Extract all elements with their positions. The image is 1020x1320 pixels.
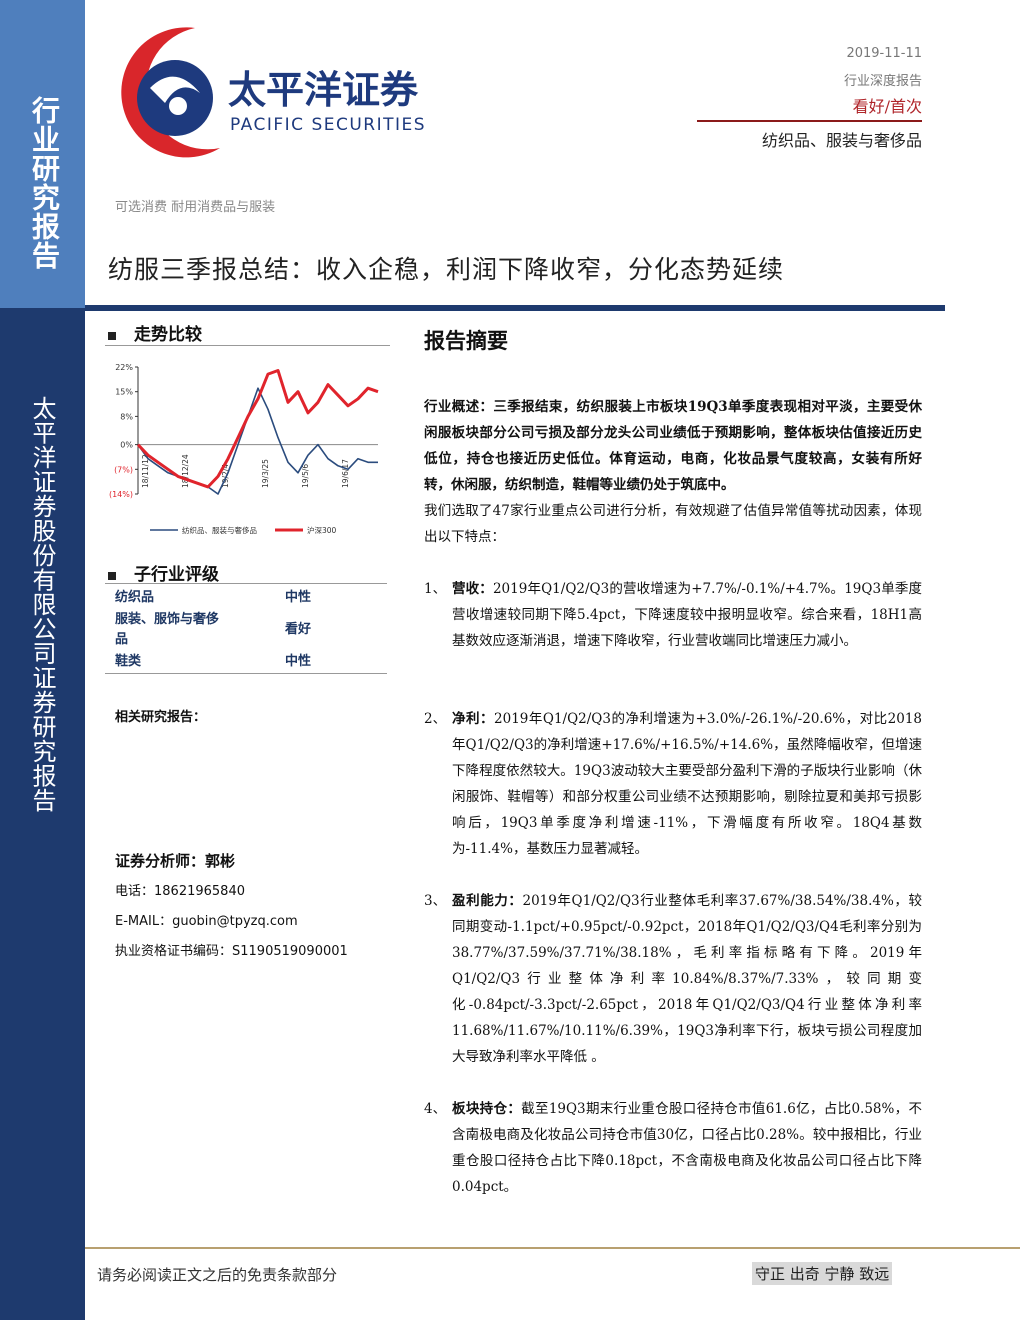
overview: 行业概述：三季报结束，纺织服装上市板块19Q3单季度表现相对平淡，主要受休闲服板… bbox=[424, 394, 922, 498]
rating-sector: 鞋类 bbox=[115, 654, 142, 669]
logo-swirl bbox=[150, 76, 200, 103]
series-line bbox=[136, 369, 379, 489]
sidebar-top-text: 行业研究报告 bbox=[28, 96, 61, 270]
trend-heading-text: 走势比较 bbox=[134, 325, 202, 345]
company-en: PACIFIC SECURITIES bbox=[230, 115, 426, 135]
x-tick-label: 19/5/6 bbox=[301, 464, 310, 488]
industry: 纺织品、服装与奢侈品 bbox=[761, 131, 922, 150]
motto: 守正 出奇 宁静 致远 bbox=[752, 1262, 893, 1285]
sidebar-top: 行业研究报告 bbox=[0, 0, 85, 308]
legend-label: 沪深300 bbox=[307, 525, 337, 535]
item-body: 盈利能力：2019年Q1/Q2/Q3行业整体毛利率37.67%/38.54%/3… bbox=[452, 888, 922, 1070]
logo-crescent bbox=[121, 27, 220, 158]
x-tick-label: 19/6/17 bbox=[341, 459, 350, 488]
rating-value: 中性 bbox=[285, 654, 312, 669]
item-lead: 板块持仓： bbox=[452, 1101, 522, 1117]
related-heading: 相关研究报告： bbox=[115, 710, 207, 725]
x-tick-label: 18/12/24 bbox=[181, 454, 190, 488]
title: 纺服三季报总结：收入企稳，利润下降收窄，分化态势延续 bbox=[108, 255, 785, 284]
item-body: 板块持仓：截至19Q3期末行业重仓股口径持仓市值61.6亿，占比0.58%，不含… bbox=[452, 1096, 922, 1200]
bullet bbox=[108, 571, 116, 580]
trend-rule bbox=[105, 345, 390, 346]
ratings-rule bbox=[105, 673, 387, 674]
legend-label: 纺织品、服装与奢侈品 bbox=[182, 525, 257, 535]
title-rule bbox=[85, 305, 945, 311]
rating: 看好/首次 bbox=[852, 97, 922, 116]
footer-rule bbox=[85, 1247, 1020, 1249]
trend-heading: 走势比较 bbox=[108, 320, 202, 345]
y-tick-label: 15% bbox=[115, 388, 133, 397]
trend-chart: 22% 15% 8% 0% (7%) (14%) 18/11/12 18/12/24 19/2/… bbox=[109, 363, 379, 535]
logo-dot bbox=[169, 97, 187, 115]
rating-value: 中性 bbox=[285, 590, 312, 605]
ratings-heading-text: 子行业评级 bbox=[134, 565, 219, 585]
item-lead: 盈利能力： bbox=[452, 893, 523, 909]
disclaimer: 请务必阅读正文之后的免责条款部分 bbox=[97, 1266, 338, 1284]
y-tick-label: (14%) bbox=[109, 490, 133, 499]
item-text: 2019年Q1/Q2/Q3行业整体毛利率37.67%/38.54%/38.4%，… bbox=[452, 893, 922, 1065]
overview-text: 三季报结束，纺织服装上市板块19Q3单季度表现相对平淡，主要受休闲服板块部分公司… bbox=[424, 399, 922, 493]
rating-sector: 纺织品 bbox=[115, 590, 155, 605]
overview-lead: 行业概述： bbox=[424, 399, 494, 415]
intro: 我们选取了47家行业重点公司进行分析，有效规避了估值异常值等扰动因素，体现出以下… bbox=[424, 503, 922, 545]
item-text: 截至19Q3期末行业重仓股口径持仓市值61.6亿，占比0.58%，不含南极电商及… bbox=[452, 1101, 923, 1195]
item-text: 2019年Q1/Q2/Q3的净利增速为+3.0%/-26.1%/-20.6%，对… bbox=[452, 711, 923, 857]
item-number: 3、 bbox=[424, 893, 447, 909]
analyst-phone: 电话：18621965840 bbox=[115, 884, 245, 899]
x-tick-label: 18/11/12 bbox=[141, 454, 150, 488]
item-lead: 净利： bbox=[452, 711, 495, 727]
item-number: 2、 bbox=[424, 711, 447, 727]
x-tick-label: 19/3/25 bbox=[261, 459, 270, 488]
item-number: 1、 bbox=[424, 581, 447, 597]
y-tick-label: 8% bbox=[120, 412, 133, 421]
sidebar-bottom-text: 太平洋证券股份有限公司证券研究报告 bbox=[28, 396, 56, 813]
ratings-rule bbox=[105, 583, 387, 584]
y-tick-label: 0% bbox=[120, 441, 133, 450]
y-tick-label: 22% bbox=[115, 363, 133, 372]
logo: 太平洋证券 PACIFIC SECURITIES bbox=[121, 27, 426, 158]
analyst-name: 证券分析师：郭彬 bbox=[115, 852, 236, 870]
bullet bbox=[108, 331, 116, 340]
item-number: 4、 bbox=[424, 1101, 447, 1117]
item-body: 营收：2019年Q1/Q2/Q3的营收增速为+7.7%/-0.1%/+4.7%。… bbox=[452, 576, 922, 654]
sidebar-bottom: 太平洋证券股份有限公司证券研究报告 bbox=[0, 308, 85, 1320]
date: 2019-11-11 bbox=[846, 46, 922, 61]
report-type: 行业深度报告 bbox=[843, 74, 922, 89]
analyst-license: 执业资格证书编码：S1190519090001 bbox=[115, 944, 348, 959]
ratings-heading: 子行业评级 bbox=[108, 560, 219, 585]
rating-sector: 服装、服饰与奢侈品 bbox=[115, 612, 220, 647]
rating-value: 看好 bbox=[285, 622, 312, 637]
x-tick-label: 19/2/4 bbox=[221, 464, 230, 488]
company-cn: 太平洋证券 bbox=[228, 68, 419, 112]
item-body: 净利：2019年Q1/Q2/Q3的净利增速为+3.0%/-26.1%/-20.6… bbox=[452, 706, 922, 862]
analyst-email: E-MAIL：guobin@tpyzq.com bbox=[115, 914, 298, 929]
category: 可选消费 耐用消费品与服装 bbox=[115, 200, 276, 215]
item-text: 2019年Q1/Q2/Q3的营收增速为+7.7%/-0.1%/+4.7%。19Q… bbox=[452, 581, 922, 649]
y-tick-label: (7%) bbox=[114, 465, 133, 474]
header-rule bbox=[697, 120, 922, 122]
summary-heading: 报告摘要 bbox=[424, 328, 508, 353]
item-lead: 营收： bbox=[452, 581, 493, 597]
